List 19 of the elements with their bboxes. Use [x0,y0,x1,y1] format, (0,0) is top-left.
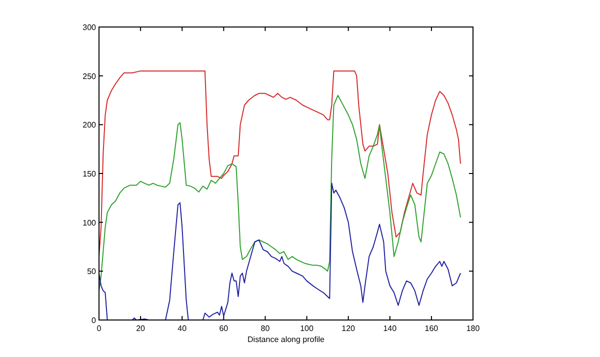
x-tick-label: 80 [260,324,270,333]
y-tick-label: 50 [87,267,97,276]
x-tick-label: 180 [466,324,480,333]
x-tick-label: 140 [383,324,398,333]
y-tick-label: 300 [82,23,97,32]
x-axis-title: Distance along profile [248,335,326,344]
x-tick-label: 120 [342,324,356,333]
x-tick-label: 20 [136,324,146,333]
y-tick-label: 100 [82,218,97,228]
x-tick-label: 60 [219,324,229,333]
x-tick-label: 40 [178,324,188,333]
x-tick-label: 100 [300,324,314,333]
y-tick-label: 200 [82,120,97,130]
y-tick-label: 0 [92,316,97,325]
y-tick-label: 150 [82,170,97,178]
line-series [98,182,462,320]
line-series [98,94,462,292]
x-tick-label: 160 [424,324,439,333]
y-tick-label: 250 [82,72,97,81]
